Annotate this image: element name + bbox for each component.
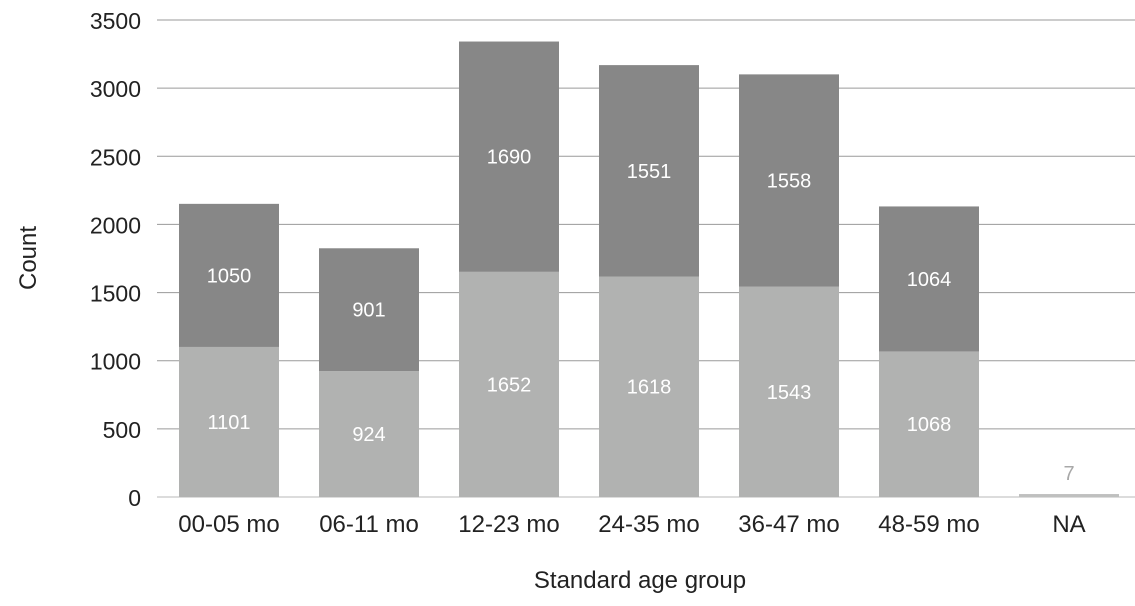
x-tick-label: 12-23 mo: [458, 511, 559, 538]
bar-value-label: 1064: [907, 269, 952, 291]
bar-segment-bottom: [319, 371, 419, 497]
bar-segment-top: [319, 248, 419, 372]
bar-value-label: 924: [352, 424, 385, 446]
x-tick-label: 00-05 mo: [178, 511, 279, 538]
y-tick-label: 1000: [90, 349, 141, 375]
bar-segment-bottom: [1019, 494, 1119, 498]
bars: 1101 1050 924 901 1652 1690 1618 1551 1543 1558 10…: [179, 41, 1119, 498]
bar-segment-bottom: [879, 351, 979, 497]
x-tick-label: 06-11 mo: [319, 511, 419, 538]
bar-segment-bottom: [739, 286, 839, 497]
bar-segment-top: [879, 206, 979, 352]
bar-value-label: 1618: [627, 377, 672, 399]
bar-value-label: 1068: [907, 414, 952, 436]
bar-segment-bottom: [459, 271, 559, 497]
bar-value-label: 1101: [207, 412, 250, 434]
bar-value-label: 1543: [767, 382, 812, 404]
x-tick-label: 24-35 mo: [598, 511, 699, 538]
x-tick-label: NA: [1052, 511, 1085, 538]
bar-segment-bottom: [179, 346, 279, 497]
y-tick-label: 0: [128, 485, 141, 511]
bar-value-label: 7: [1063, 463, 1074, 485]
bar-value-label: 1690: [487, 147, 532, 169]
bar-segment-top: [599, 65, 699, 277]
x-tick-label: 36-47 mo: [738, 511, 839, 538]
y-tick-label: 3500: [90, 8, 141, 34]
y-axis-label: Count: [15, 226, 42, 290]
x-axis-label: Standard age group: [534, 567, 746, 594]
y-tick-label: 3000: [90, 76, 141, 102]
x-axis-ticks: 00-05 mo 06-11 mo 12-23 mo 24-35 mo 36-47 mo…: [178, 511, 1085, 538]
x-tick-label: 48-59 mo: [878, 511, 979, 538]
bar-segment-bottom: [599, 276, 699, 497]
bar-value-label: 1050: [207, 265, 252, 287]
y-axis-ticks: 0 500 1000 1500 2000 2500 3000 3500: [90, 8, 141, 511]
y-tick-label: 2000: [90, 212, 141, 238]
bar-value-label: 1551: [627, 161, 672, 183]
bar-value-label: 901: [352, 300, 385, 322]
bar-segment-top: [739, 74, 839, 287]
bar-segment-top: [179, 203, 279, 347]
bar-segment-top: [459, 41, 559, 272]
bar-value-label: 1558: [767, 171, 812, 193]
y-tick-label: 1500: [90, 281, 141, 307]
y-tick-label: 500: [103, 417, 141, 443]
y-tick-label: 2500: [90, 144, 141, 170]
bar-value-label: 1652: [487, 374, 532, 396]
